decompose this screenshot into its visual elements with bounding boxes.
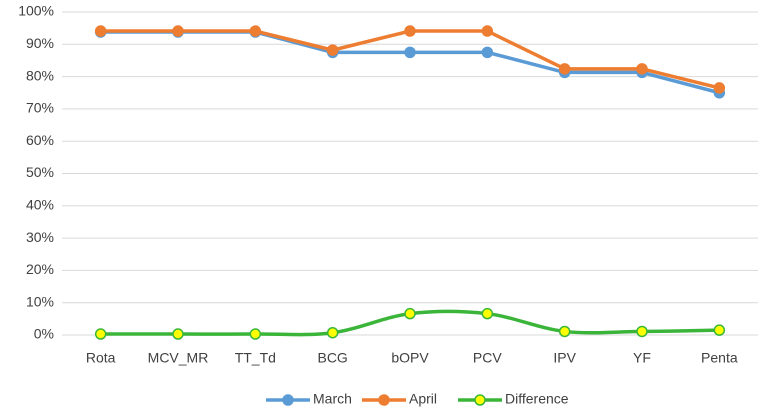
- y-tick-label: 70%: [26, 100, 54, 116]
- point-marker: [94, 328, 107, 340]
- point-marker: [249, 328, 262, 340]
- point-marker: [172, 328, 184, 340]
- x-tick-label: PCV: [473, 350, 502, 366]
- point-marker: [481, 25, 494, 37]
- y-tick-label: 10%: [26, 293, 54, 309]
- point-marker: [326, 44, 339, 56]
- point-marker: [558, 325, 571, 338]
- y-tick-label: 100%: [18, 3, 54, 19]
- point-marker: [713, 324, 726, 336]
- legend-marker: [474, 394, 486, 406]
- x-tick-label: BCG: [317, 350, 347, 366]
- y-tick-label: 50%: [26, 164, 54, 180]
- point-marker: [404, 46, 416, 59]
- point-marker: [558, 63, 571, 75]
- point-marker: [94, 25, 107, 37]
- x-tick-label: Penta: [701, 350, 738, 366]
- y-tick-label: 20%: [26, 261, 54, 277]
- series-line: [100, 30, 720, 95]
- point-marker: [636, 325, 648, 338]
- y-tick-label: 90%: [26, 35, 54, 51]
- legend-label: Difference: [505, 391, 569, 407]
- point-marker: [481, 46, 494, 59]
- y-tick-label: 0%: [34, 326, 54, 342]
- x-tick-label: bOPV: [391, 350, 429, 366]
- series-line: [100, 29, 720, 90]
- x-tick-label: IPV: [553, 350, 576, 366]
- point-marker: [481, 307, 494, 320]
- legend-marker: [282, 394, 294, 406]
- y-tick-label: 30%: [26, 229, 54, 245]
- x-tick-label: MCV_MR: [148, 350, 209, 366]
- point-marker: [636, 63, 648, 75]
- y-tick-label: 40%: [26, 197, 54, 213]
- point-marker: [404, 307, 416, 320]
- x-tick-label: YF: [633, 350, 651, 366]
- x-tick-label: TT_Td: [235, 350, 276, 366]
- point-marker: [326, 326, 339, 339]
- point-marker: [249, 25, 262, 37]
- point-marker: [404, 25, 416, 37]
- y-tick-label: 80%: [26, 67, 54, 83]
- point-marker: [172, 25, 184, 37]
- legend-marker: [378, 394, 390, 406]
- x-tick-label: Rota: [86, 350, 116, 366]
- legend-label: March: [313, 391, 352, 407]
- legend-label: April: [409, 391, 437, 407]
- y-tick-label: 60%: [26, 132, 54, 148]
- point-marker: [713, 82, 726, 94]
